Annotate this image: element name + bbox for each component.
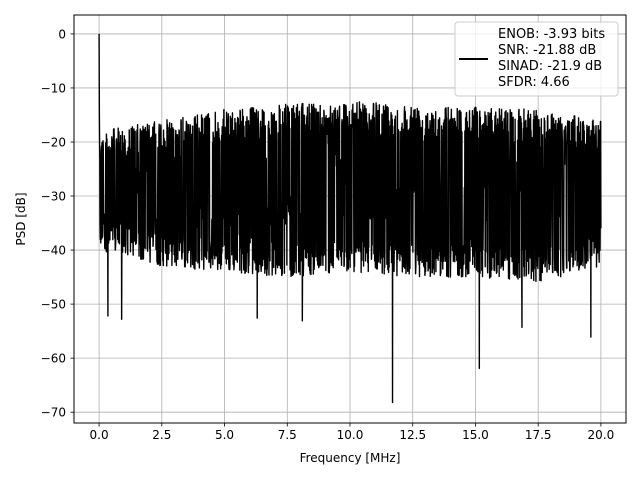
y-axis-label: PSD [dB] xyxy=(14,192,28,245)
x-tick-label: 7.5 xyxy=(278,428,297,442)
legend-enob: ENOB: -3.93 bits xyxy=(498,27,605,42)
y-tick-label: −30 xyxy=(41,190,66,204)
x-tick-label: 15.0 xyxy=(462,428,489,442)
legend-sfdr: SFDR: 4.66 xyxy=(498,75,570,90)
legend-snr: SNR: -21.88 dB xyxy=(498,43,596,58)
x-axis-label: Frequency [MHz] xyxy=(300,451,401,465)
x-tick-label: 2.5 xyxy=(152,428,171,442)
axis-ticks: 0.0 2.5 5.0 7.5 10.0 12.5 15.0 17.5 20.0 0 −10 −20 −… xyxy=(41,27,615,442)
x-tick-label: 20.0 xyxy=(588,428,615,442)
y-tick-label: −70 xyxy=(41,406,66,420)
y-tick-label: −20 xyxy=(41,135,66,149)
y-tick-label: 0 xyxy=(58,27,66,41)
x-tick-label: 17.5 xyxy=(525,428,552,442)
x-tick-label: 5.0 xyxy=(215,428,234,442)
x-tick-label: 10.0 xyxy=(337,428,364,442)
legend-box xyxy=(454,21,619,97)
psd-series-line xyxy=(98,33,602,404)
y-tick-label: −10 xyxy=(41,81,66,95)
y-tick-label: −50 xyxy=(41,298,66,312)
y-tick-label: −40 xyxy=(41,244,66,258)
x-tick-label: 12.5 xyxy=(399,428,426,442)
x-tick-label: 0.0 xyxy=(90,428,109,442)
plot-area xyxy=(98,33,602,404)
legend-sinad: SINAD: -21.9 dB xyxy=(498,59,602,74)
y-tick-label: −60 xyxy=(41,352,66,366)
legend: ENOB: -3.93 bits SNR: -21.88 dB SINAD: -… xyxy=(454,21,619,97)
